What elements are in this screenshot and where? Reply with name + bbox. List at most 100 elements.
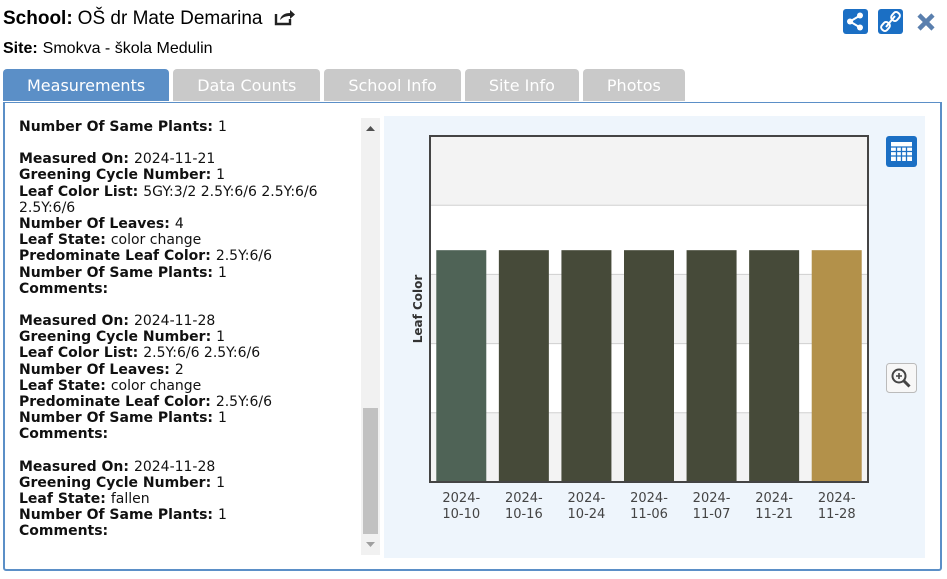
field-label: Greening Cycle Number: xyxy=(19,329,211,345)
field-label: Measured On: xyxy=(19,313,129,329)
field-label: Leaf State: xyxy=(19,232,106,248)
field-label: Comments: xyxy=(19,281,108,297)
field-label: Leaf Color List: xyxy=(19,345,138,361)
table-view-button[interactable] xyxy=(886,136,917,167)
field-value: fallen xyxy=(111,491,150,507)
record: Measured On: 2024-11-28Greening Cycle Num… xyxy=(19,459,359,540)
field: Comments: xyxy=(19,523,359,539)
field-value: 1 xyxy=(218,119,227,135)
field-label: Greening Cycle Number: xyxy=(19,475,211,491)
scroll-thumb[interactable] xyxy=(363,408,378,534)
field-value: 1 xyxy=(216,329,225,345)
field: Number Of Same Plants: 1 xyxy=(19,119,359,135)
label: Site: xyxy=(3,40,38,57)
field-value: 1 xyxy=(216,475,225,491)
tab[interactable]: School Info xyxy=(324,69,460,101)
x-tick-label: 2024-11-28 xyxy=(818,491,856,522)
field: Greening Cycle Number: 1 xyxy=(19,475,359,491)
field-label: Number Of Same Plants: xyxy=(19,410,213,426)
field-value: 1 xyxy=(216,167,225,183)
field-label: Greening Cycle Number: xyxy=(19,167,211,183)
site-name: Smokva - škola Medulin xyxy=(43,40,213,57)
open-link-icon[interactable] xyxy=(274,8,296,26)
field: Leaf Color List: 2.5Y:6/6 2.5Y:6/6 xyxy=(19,345,359,361)
field: Measured On: 2024-11-21 xyxy=(19,151,359,167)
record: Measured On: 2024-11-21Greening Cycle Num… xyxy=(19,151,359,297)
field: Leaf Color List:5GY:3/2 2.5Y:6/6 2.5Y:6/… xyxy=(19,184,359,216)
link-button[interactable] xyxy=(878,9,903,34)
x-tick-label: 2024-11-21 xyxy=(755,491,793,522)
label: School: xyxy=(3,8,73,29)
tab[interactable]: Photos xyxy=(583,69,685,101)
field: Predominate Leaf Color: 2.5Y:6/6 xyxy=(19,394,359,410)
field-value: 2.5Y:6/6 xyxy=(216,394,272,410)
bar xyxy=(812,250,862,482)
field-label: Leaf State: xyxy=(19,491,106,507)
x-tick-label: 2024-10-24 xyxy=(568,491,606,522)
field-label: Predominate Leaf Color: xyxy=(19,394,211,410)
x-tick-label: 2024-11-06 xyxy=(630,491,668,522)
field-label: Number Of Leaves: xyxy=(19,216,170,232)
field-value: 2024-11-28 xyxy=(134,459,215,475)
field-value: color change xyxy=(111,232,201,248)
field-value: 1 xyxy=(218,507,227,523)
measurement-list: Number Of Same Plants:1Measured On:2024-… xyxy=(19,119,359,549)
chart: 2024-10-10 2024-10-16 2024-10-24 2024-11-06… xyxy=(384,116,925,558)
record: Number Of Same Plants: 1 xyxy=(19,119,359,135)
field-value: 1 xyxy=(218,410,227,426)
school-name: OŠ dr Mate Demarina xyxy=(78,8,263,29)
school-line: School:OŠ dr Mate Demarina xyxy=(3,8,296,30)
field-value: 1 xyxy=(218,265,227,281)
field: Greening Cycle Number: 1 xyxy=(19,167,359,183)
field-label: Comments: xyxy=(19,426,108,442)
chart-area: 2024-10-10 2024-10-16 2024-10-24 2024-11-06… xyxy=(384,116,925,558)
field: Comments: xyxy=(19,281,359,297)
share-button[interactable] xyxy=(843,9,868,34)
field-label: Predominate Leaf Color: xyxy=(19,248,211,264)
field: Number Of Same Plants:1 xyxy=(19,507,359,523)
bar xyxy=(749,250,799,482)
bar xyxy=(687,250,737,482)
field: Number Of Leaves: 2 xyxy=(19,362,359,378)
bar xyxy=(499,250,549,482)
tab[interactable]: Data Counts xyxy=(173,69,320,101)
field-label: Leaf Color List: xyxy=(19,184,138,200)
y-axis-title: Leaf Color xyxy=(411,275,425,344)
field-value: 2.5Y:6/6 2.5Y:6/6 xyxy=(143,345,260,361)
field-value: 2 xyxy=(175,362,184,378)
field: Number Of Same Plants: 1 xyxy=(19,265,359,281)
tab-bar: MeasurementsData CountsSchool InfoSite I… xyxy=(3,69,685,101)
tab[interactable]: Site Info xyxy=(465,69,579,101)
field: Predominate Leaf Color:2.5Y:6/6 xyxy=(19,248,359,264)
field: Leaf State: color change xyxy=(19,378,359,394)
field: Leaf State: fallen xyxy=(19,491,359,507)
field-label: Leaf State: xyxy=(19,378,106,394)
field-value: 2024-11-28 xyxy=(134,313,215,329)
field-label: Measured On: xyxy=(19,459,129,475)
field: Number Of Leaves: 4 xyxy=(19,216,359,232)
zoom-button[interactable] xyxy=(886,363,917,393)
field: Measured On: 2024-11-28 xyxy=(19,459,359,475)
bar xyxy=(561,250,611,482)
x-tick-label: 2024-10-10 xyxy=(442,491,480,522)
field-label: Number Of Same Plants: xyxy=(19,119,213,135)
x-tick-label: 2024-11-07 xyxy=(693,491,731,522)
field-label: Number Of Same Plants: xyxy=(19,265,213,281)
bar xyxy=(624,250,674,482)
field-label: Number Of Leaves: xyxy=(19,362,170,378)
tab[interactable]: Measurements xyxy=(3,69,169,101)
field-label: Comments: xyxy=(19,523,108,539)
field-value: 2024-11-21 xyxy=(134,151,215,167)
x-tick-label: 2024-10-16 xyxy=(505,491,543,522)
record: Measured On: 2024-11-28Greening Cycle Num… xyxy=(19,313,359,443)
field: Number Of Same Plants: 1 xyxy=(19,410,359,426)
site-line: Site: Smokva - škola Medulin xyxy=(3,40,213,58)
field-value: color change xyxy=(111,378,201,394)
plot-band xyxy=(430,136,868,205)
field-label: Measured On: xyxy=(19,151,129,167)
field: Measured On: 2024-11-28 xyxy=(19,313,359,329)
field-value: 4 xyxy=(175,216,184,232)
scrollbar[interactable] xyxy=(361,118,380,555)
close-button[interactable] xyxy=(916,12,936,32)
